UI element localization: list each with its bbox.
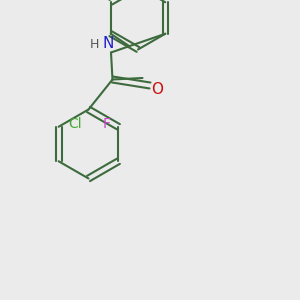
Text: H: H — [90, 38, 99, 52]
Text: Cl: Cl — [68, 117, 82, 131]
Text: N: N — [102, 36, 114, 51]
Text: O: O — [152, 82, 164, 98]
Text: F: F — [102, 117, 110, 131]
